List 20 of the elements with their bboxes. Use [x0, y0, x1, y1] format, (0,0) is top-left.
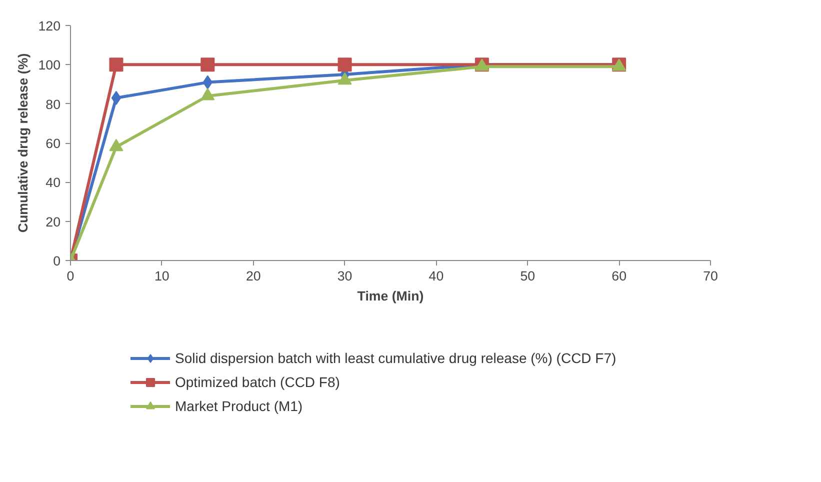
x-tick-label: 20	[246, 268, 261, 284]
y-axis-title: Cumulative drug release (%)	[15, 53, 30, 233]
y-tick-label: 0	[53, 254, 61, 268]
x-tick-label: 30	[337, 268, 352, 284]
x-axis-title: Time (Min)	[357, 288, 424, 304]
y-tick-label: 100	[38, 58, 61, 73]
y-tick-label: 120	[38, 18, 61, 34]
x-tick-label: 40	[428, 268, 444, 284]
y-tick-label: 80	[46, 96, 61, 112]
legend-label: Solid dispersion batch with least cumulative drug release (%) (CCD F7)	[175, 350, 616, 366]
x-tick-label: 60	[612, 268, 626, 284]
x-tick-label: 50	[520, 268, 536, 284]
legend-label: Optimized batch (CCD F8)	[175, 374, 340, 390]
x-tick-label: 70	[703, 268, 718, 284]
legend-label: Market Product (M1)	[175, 398, 303, 414]
y-tick-label: 20	[46, 214, 61, 230]
x-tick-label: 0	[66, 268, 74, 284]
x-tick-label: 10	[154, 268, 170, 284]
y-tick-label: 60	[46, 136, 61, 151]
y-tick-label: 40	[46, 175, 61, 190]
